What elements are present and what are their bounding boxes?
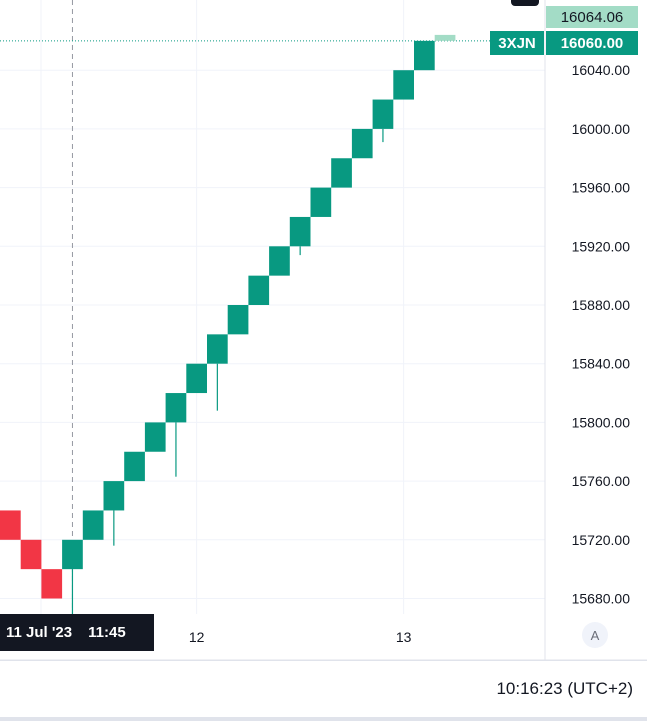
price-tick-label: 15760.00: [572, 473, 631, 489]
renko-brick-up: [331, 158, 352, 188]
price-tick-label: 15840.00: [572, 356, 631, 372]
renko-brick-up: [227, 305, 249, 335]
symbol-badge: 3XJN: [490, 31, 544, 55]
renko-brick-down: [41, 569, 63, 599]
renko-brick-up: [62, 539, 83, 570]
auto-scale-button[interactable]: A: [582, 622, 608, 648]
price-tick-label: 15800.00: [572, 414, 631, 430]
crosshair-price-label: 16064.06: [546, 6, 638, 28]
crosshair-time-label: 11 Jul '23 11:45: [0, 614, 154, 651]
renko-brick-up: [144, 422, 166, 452]
renko-brick-projected: [434, 34, 456, 41]
renko-brick-up: [310, 187, 332, 217]
renko-brick-up: [393, 70, 414, 100]
renko-brick-up: [82, 510, 104, 540]
price-tick-label: 15720.00: [572, 532, 631, 548]
renko-brick-up: [372, 99, 394, 129]
horizontal-scrollbar[interactable]: [0, 717, 647, 721]
renko-brick-up: [289, 216, 311, 247]
renko-brick-up: [186, 363, 207, 394]
bottom-status-bar: 10:16:23 (UTC+2): [0, 660, 647, 721]
renko-brick-up: [351, 128, 373, 159]
price-tick-label: 15920.00: [572, 238, 631, 254]
chart-area[interactable]: 15680.00 15720.00 15760.00 15800.00 15840.00…: [0, 0, 647, 660]
renko-brick-up: [207, 334, 228, 364]
renko-brick-up: [103, 481, 125, 511]
renko-brick-up: [124, 451, 145, 482]
renko-brick-up: [248, 275, 270, 305]
renko-brick-up: [165, 393, 187, 423]
crosshair-time: 11:45: [88, 624, 126, 641]
renko-brick-down: [0, 510, 21, 540]
price-tick-label: 15680.00: [572, 591, 631, 607]
time-tick-label: 13: [396, 629, 412, 645]
last-price-label: 16060.00: [546, 31, 638, 55]
price-tick-label: 15960.00: [572, 180, 631, 196]
renko-brick-up: [414, 40, 435, 71]
price-tick-label: 16040.00: [572, 62, 631, 78]
renko-brick-down: [20, 539, 42, 570]
time-tick-label: 12: [189, 629, 205, 645]
renko-brick-up: [269, 246, 290, 276]
renko-chart[interactable]: 15680.00 15720.00 15760.00 15800.00 15840.00…: [0, 0, 647, 660]
top-toolbar-tab[interactable]: [511, 0, 539, 6]
clock-timezone-label[interactable]: 10:16:23 (UTC+2): [496, 679, 633, 698]
price-tick-label: 15880.00: [572, 297, 631, 313]
price-tick-label: 16000.00: [572, 121, 631, 137]
crosshair-date: 11 Jul '23: [6, 624, 73, 641]
